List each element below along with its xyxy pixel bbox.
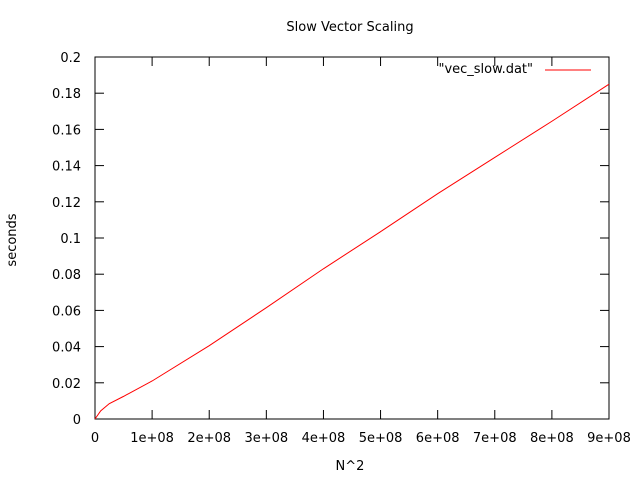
series-layer — [94, 83, 610, 420]
y-tick-label-8: 0.16 — [52, 123, 81, 138]
y-tick-label-3: 0.06 — [52, 304, 81, 319]
x-tick-label-7: 7e+08 — [473, 431, 517, 446]
y-tick-label-5: 0.1 — [60, 232, 81, 247]
x-tick-label-4: 4e+08 — [302, 431, 346, 446]
series-line-0 — [94, 83, 610, 420]
y-axis-label: seconds — [5, 213, 20, 266]
y-tick-label-0: 0 — [73, 413, 81, 428]
x-tick-label-8: 8e+08 — [530, 431, 574, 446]
y-tick-label-2: 0.04 — [52, 341, 81, 356]
plot-area: 00.020.040.060.080.10.120.140.160.180.2 … — [52, 51, 631, 446]
plot-frame — [94, 56, 610, 420]
x-tick-label-6: 6e+08 — [416, 431, 460, 446]
legend: "vec_slow.dat" — [438, 62, 591, 77]
y-axis-ticks: 0 0.02 0.04 0.06 0.08 0.1 0.12 0.14 0.16 0.18 0.2 — [52, 51, 609, 428]
chart-title: Slow Vector Scaling — [286, 20, 413, 35]
x-axis-ticks: 0 1e+08 2e+08 3e+08 4e+08 5e+08 6e+08 7e+08 8e+0… — [91, 57, 631, 446]
y-tick-label-4: 0.08 — [52, 268, 81, 283]
x-tick-label-1: 1e+08 — [130, 431, 174, 446]
x-axis-label: N^2 — [336, 459, 365, 474]
y-tick-label-10: 0.2 — [60, 51, 81, 66]
y-tick-label-6: 0.12 — [52, 196, 81, 211]
y-tick-label-9: 0.18 — [52, 87, 81, 102]
x-tick-label-5: 5e+08 — [359, 431, 403, 446]
x-tick-label-0: 0 — [91, 431, 99, 446]
x-tick-label-3: 3e+08 — [244, 431, 288, 446]
y-tick-label-1: 0.02 — [52, 377, 81, 392]
legend-label: "vec_slow.dat" — [438, 62, 533, 77]
y-tick-label-7: 0.14 — [52, 160, 81, 175]
x-tick-label-9: 9e+08 — [587, 431, 631, 446]
x-tick-label-2: 2e+08 — [187, 431, 231, 446]
